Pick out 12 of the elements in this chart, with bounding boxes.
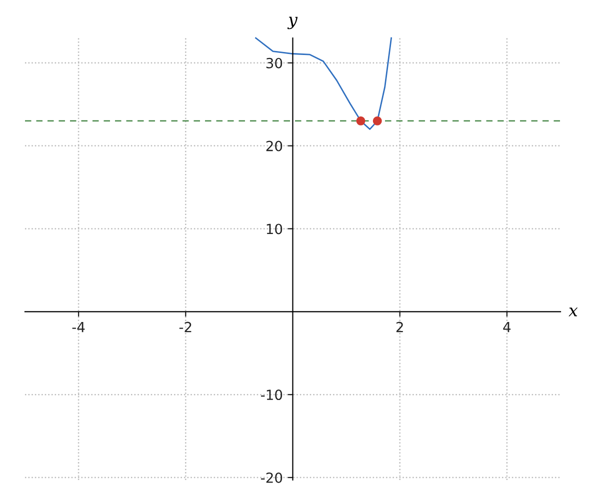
y-axis-title: y xyxy=(287,16,298,30)
x-tick-label: -4 xyxy=(72,322,85,332)
x-tick-label: 4 xyxy=(503,322,511,332)
y-tick-label: 30 xyxy=(266,58,282,68)
x-tick-label: 2 xyxy=(396,322,403,332)
y-tick-label: -10 xyxy=(261,390,282,400)
y-tick-label: -20 xyxy=(261,472,282,483)
x-axis-title: x xyxy=(568,308,578,316)
x-tick-label: -2 xyxy=(179,322,192,332)
line-series xyxy=(255,37,392,130)
y-tick-label: 10 xyxy=(266,224,282,234)
y-tick-label: 20 xyxy=(266,140,282,152)
